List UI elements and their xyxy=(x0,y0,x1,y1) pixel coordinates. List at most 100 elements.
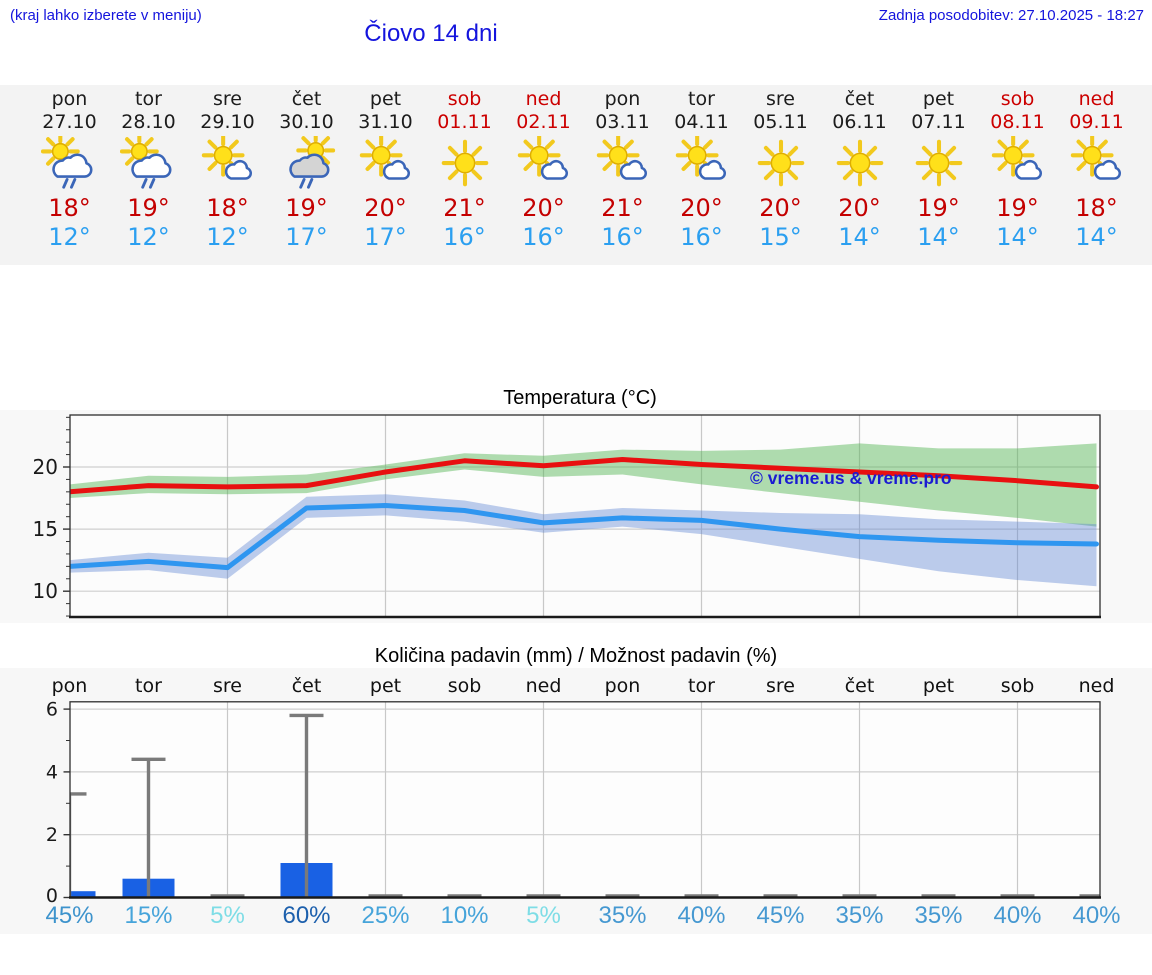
forecast-day-column: ned 02.11 20° 16° xyxy=(504,88,583,252)
day-name: pon xyxy=(51,88,88,110)
day-high-temp: 18° xyxy=(1075,194,1118,222)
sun-ray xyxy=(944,145,956,157)
sun-ray xyxy=(45,156,55,166)
sun-disc xyxy=(849,152,870,174)
sun-disc xyxy=(770,152,791,174)
day-low-temp: 17° xyxy=(364,223,407,251)
sun-ray xyxy=(997,139,1007,150)
day-name: pet xyxy=(369,88,402,110)
day-date: 29.10 xyxy=(200,111,255,133)
precipitation-chart-svg: 0 2 4 6 xyxy=(46,699,1101,907)
sun-cloud-rain-icon xyxy=(109,136,188,192)
day-high-temp: 18° xyxy=(48,194,91,222)
precip-day-label: pet xyxy=(922,675,955,697)
cloud-shape xyxy=(288,153,329,178)
day-low-temp: 16° xyxy=(680,223,723,251)
y-tick-label: 0 xyxy=(46,885,58,905)
precip-probability: 5% xyxy=(526,902,561,929)
forecast-day-column: sob 08.11 19° 14° xyxy=(978,88,1057,252)
precip-probability: 40% xyxy=(1072,902,1121,929)
day-low-temp: 14° xyxy=(1075,223,1118,251)
day-high-temp: 19° xyxy=(127,194,170,222)
max-range-band xyxy=(70,443,1097,527)
cloud-shape xyxy=(698,160,726,180)
cloud-shape xyxy=(1093,160,1121,180)
precip-day-label: pon xyxy=(604,675,641,697)
day-name: tor xyxy=(688,88,715,110)
sun-disc xyxy=(51,142,69,160)
sun-disc xyxy=(687,145,707,165)
precip-probability: 40% xyxy=(993,902,1042,929)
day-name: ned xyxy=(1078,88,1115,110)
sun-cloud-icon xyxy=(662,136,741,192)
precip-day-label: sre xyxy=(213,675,242,697)
sun-ray xyxy=(470,145,482,157)
day-name: sre xyxy=(213,88,242,110)
cloud-shape xyxy=(224,160,252,180)
sun-ray xyxy=(207,161,217,171)
sun-ray xyxy=(143,137,154,147)
raindrop xyxy=(61,178,69,189)
day-date: 30.10 xyxy=(279,111,334,133)
max-temperature-line xyxy=(70,457,1099,495)
sun-ray xyxy=(763,169,775,181)
y-tick-label: 20 xyxy=(33,455,58,479)
y-tick-label: 10 xyxy=(33,579,58,603)
precip-day-label: sob xyxy=(1000,675,1035,697)
day-name: sob xyxy=(447,88,482,110)
sun-ray xyxy=(1018,139,1029,150)
day-name: tor xyxy=(135,88,162,110)
forecast-day-column: pon 27.10 18° 12° xyxy=(30,88,109,252)
sun-ray xyxy=(228,139,239,150)
sun-ray xyxy=(602,139,612,150)
sun-ray xyxy=(921,145,933,157)
day-high-temp: 19° xyxy=(996,194,1039,222)
sun-ray xyxy=(842,145,854,157)
sun-ray xyxy=(1076,139,1086,150)
sun-ray xyxy=(997,161,1007,171)
sun-icon xyxy=(820,136,899,192)
precip-probability: 45% xyxy=(45,902,94,929)
precip-day-label: pon xyxy=(51,675,88,697)
day-date: 06.11 xyxy=(832,111,887,133)
cloud-shape xyxy=(540,160,568,180)
day-date: 03.11 xyxy=(595,111,650,133)
day-name: čet xyxy=(291,88,322,110)
y-tick-label: 4 xyxy=(46,761,58,783)
day-low-temp: 14° xyxy=(917,223,960,251)
day-date: 31.10 xyxy=(358,111,413,133)
sun-ray xyxy=(602,161,612,171)
weather-icon-svg xyxy=(675,136,726,180)
precip-day-label: čet xyxy=(844,675,875,697)
temperature-chart-title: Temperatura (°C) xyxy=(503,387,657,409)
forecast-day-column: čet 06.11 20° 14° xyxy=(820,88,899,252)
weather-icon-svg xyxy=(517,136,568,180)
precip-probability: 5% xyxy=(210,902,245,929)
sun-ray xyxy=(207,139,217,150)
precip-day-label: sre xyxy=(766,675,795,697)
min-range-band xyxy=(70,494,1097,587)
sun-cloud-icon xyxy=(978,136,1057,192)
forecast-day-column: pet 31.10 20° 17° xyxy=(346,88,425,252)
day-date: 08.11 xyxy=(990,111,1045,133)
sun-icon xyxy=(899,136,978,192)
day-low-temp: 12° xyxy=(206,223,249,251)
sun-ray xyxy=(1076,161,1086,171)
cloud-shape xyxy=(130,153,171,178)
menu-hint-text: (kraj lahko izberete v meniju) xyxy=(10,7,202,24)
day-date: 07.11 xyxy=(911,111,966,133)
day-name: ned xyxy=(525,88,562,110)
day-high-temp: 21° xyxy=(443,194,486,222)
day-date: 05.11 xyxy=(753,111,808,133)
day-high-temp: 20° xyxy=(838,194,881,222)
sun-ray xyxy=(124,156,134,166)
weather-icon-svg xyxy=(915,139,962,187)
raindrop xyxy=(140,178,148,189)
precipitation-chart: 0 2 4 6 xyxy=(0,699,1152,910)
sun-disc xyxy=(928,152,949,174)
sun-disc xyxy=(529,145,549,165)
day-date: 27.10 xyxy=(42,111,97,133)
y-tick-label: 6 xyxy=(46,701,58,721)
sun-disc xyxy=(371,145,391,165)
sun-cloud-icon xyxy=(1057,136,1136,192)
